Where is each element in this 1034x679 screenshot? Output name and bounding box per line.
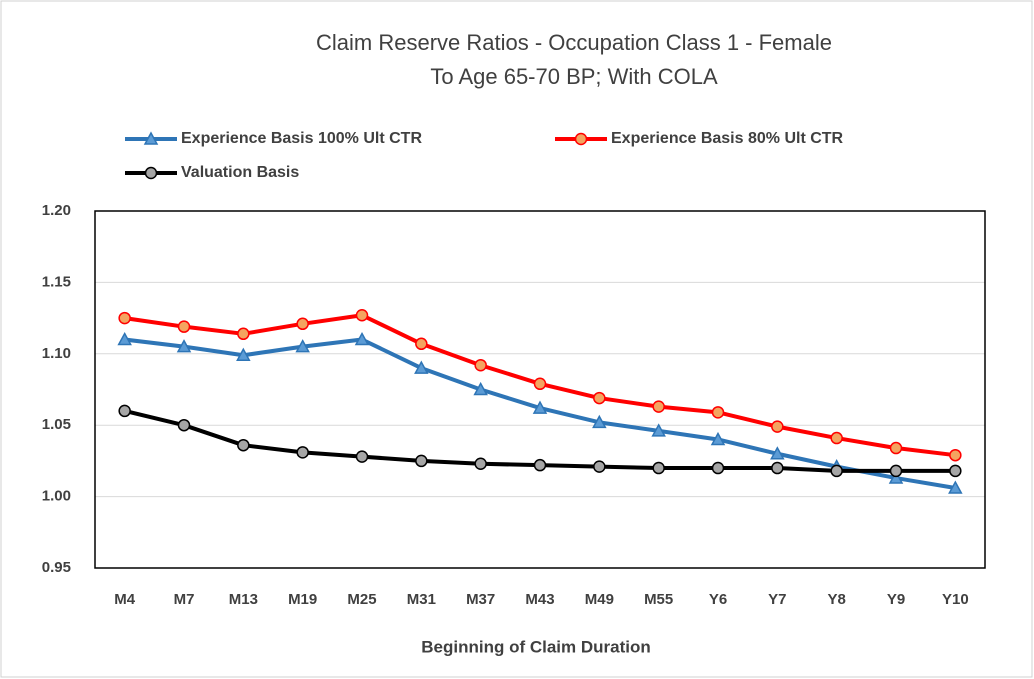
data-point <box>711 461 725 475</box>
x-tick-label: M7 <box>174 591 195 608</box>
legend-label: Experience Basis 80% Ult CTR <box>611 130 844 147</box>
data-point <box>236 347 251 361</box>
data-point <box>889 441 903 455</box>
data-point <box>593 460 606 473</box>
data-point <box>771 461 784 475</box>
data-point <box>652 461 665 475</box>
x-tick-label: M49 <box>585 591 614 608</box>
x-tick-label: M19 <box>288 591 317 608</box>
data-point <box>770 446 785 460</box>
data-point <box>296 317 309 331</box>
data-point <box>948 480 963 494</box>
y-tick-label: 1.20 <box>42 202 71 219</box>
x-tick-label: Y6 <box>709 591 727 608</box>
plot-border <box>94 210 986 569</box>
x-tick-label: Y7 <box>768 591 786 608</box>
y-tick-label: 0.95 <box>42 559 71 576</box>
data-point <box>118 311 131 325</box>
y-tick-label: 1.00 <box>42 488 71 505</box>
x-tick-label: M55 <box>644 591 673 608</box>
data-point <box>532 400 548 414</box>
data-point <box>771 420 784 433</box>
x-tick-label: M4 <box>114 591 135 608</box>
data-point <box>592 414 607 429</box>
x-tick-label: Y10 <box>942 591 969 608</box>
data-point <box>949 448 962 462</box>
x-tick-label: Y9 <box>887 591 905 608</box>
x-tick-label: M31 <box>407 591 436 608</box>
data-point <box>177 418 191 432</box>
data-point <box>355 450 369 463</box>
data-point <box>533 458 547 472</box>
data-point <box>830 431 843 445</box>
chart-title: Claim Reserve Ratios - Occupation Class … <box>316 30 832 55</box>
y-tick-label: 1.05 <box>42 416 71 433</box>
data-point <box>711 406 725 419</box>
data-point <box>354 331 370 346</box>
x-tick-label: Y8 <box>827 591 845 608</box>
x-tick-label: M43 <box>525 591 554 608</box>
data-point <box>415 337 428 351</box>
data-point <box>296 446 309 459</box>
data-point <box>474 358 487 372</box>
data-point <box>474 457 487 471</box>
y-tick-label: 1.10 <box>42 345 71 362</box>
chart-subtitle: To Age 65-70 BP; With COLA <box>430 64 718 89</box>
data-point <box>651 423 666 437</box>
data-point <box>414 360 429 374</box>
legend-label: Valuation Basis <box>181 164 299 181</box>
legend-marker <box>143 131 159 145</box>
data-point <box>949 464 962 478</box>
data-point <box>415 454 428 468</box>
data-point <box>177 320 191 333</box>
legend-marker <box>574 132 588 146</box>
data-point <box>118 404 131 418</box>
data-point <box>888 470 904 484</box>
legend-marker <box>144 166 158 180</box>
x-tick-label: M37 <box>466 591 495 608</box>
data-point <box>593 391 606 405</box>
data-point <box>710 431 726 446</box>
data-point <box>176 339 192 353</box>
data-point <box>889 464 903 478</box>
data-point <box>533 377 547 391</box>
data-point <box>830 464 843 478</box>
data-point <box>652 400 665 413</box>
data-point <box>355 308 369 322</box>
x-axis-label: Beginning of Claim Duration <box>421 637 651 656</box>
legend-label: Experience Basis 100% Ult CTR <box>181 130 422 147</box>
data-point <box>237 438 250 452</box>
x-tick-label: M25 <box>347 591 376 608</box>
data-point <box>237 327 250 341</box>
data-point <box>295 339 310 353</box>
data-point <box>117 331 132 346</box>
y-tick-label: 1.15 <box>42 273 71 290</box>
x-tick-label: M13 <box>229 591 258 608</box>
data-point <box>473 381 488 396</box>
